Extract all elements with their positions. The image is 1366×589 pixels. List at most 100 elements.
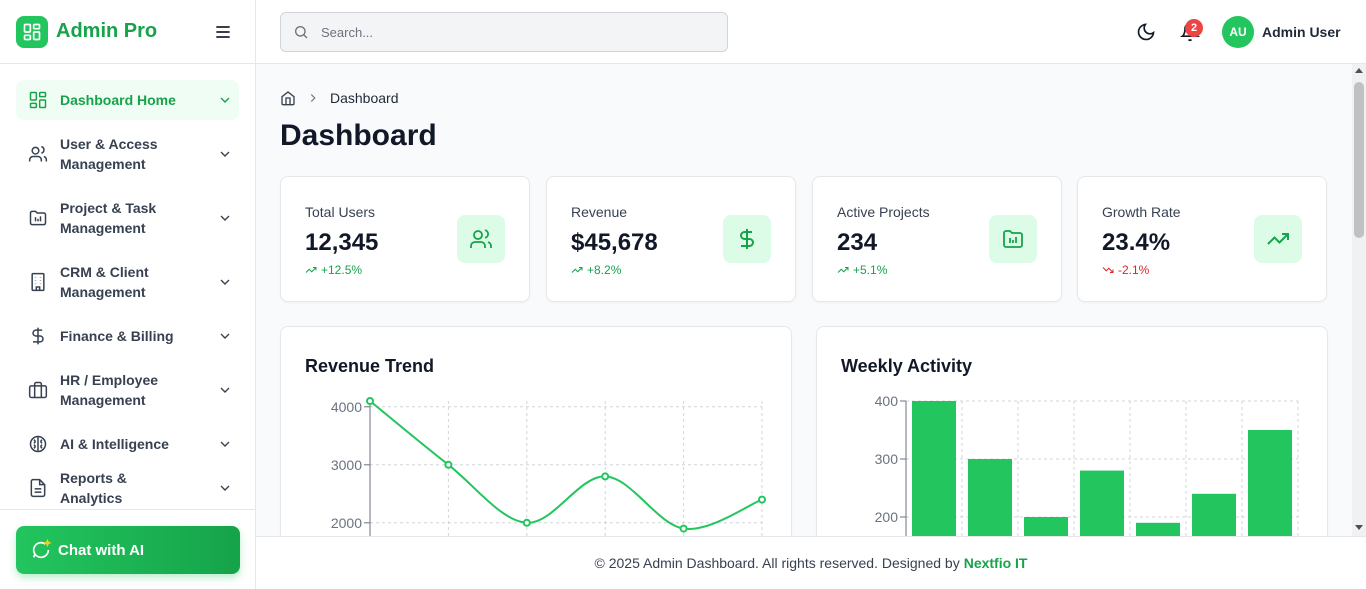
sidebar-item-label: Finance & Billing [60,328,174,344]
sidebar-item-label: AI & Intelligence [60,436,169,452]
brand: Admin Pro [0,0,255,64]
trending-up-icon [1267,233,1289,245]
file-text-icon [30,478,46,498]
scroll-down-arrow[interactable] [1355,525,1363,530]
stat-icon-box [723,215,771,263]
stat-label: Revenue [571,204,628,220]
notification-badge: 2 [1185,19,1203,37]
top-header: 2 AU Admin User [256,0,1366,64]
chevron-down-icon [220,333,230,339]
revenue-point [366,397,374,405]
home-icon[interactable] [280,90,296,106]
revenue-point [601,472,610,481]
stat-change-text: +12.5% [321,263,363,277]
search-icon [295,26,308,39]
trend-up-icon [305,267,317,273]
y-tick-label: 2000 [331,515,362,531]
stat-change: -2.1% [1102,263,1149,277]
y-tick-label: 300 [875,451,899,467]
footer-link[interactable]: Nextfio IT [963,555,1028,571]
folder-chart-icon [1003,230,1023,248]
weekly-activity-card: Weekly Activity 400 300 200 [816,326,1328,536]
chevron-down-icon [220,97,230,103]
users-icon [470,229,492,248]
chat-with-ai-label: Chat with AI [58,541,145,559]
sidebar-item-ai-intelligence[interactable]: AI & Intelligence [16,424,239,464]
footer-text: © 2025 Admin Dashboard. All rights reser… [594,555,960,571]
dollar-icon [740,229,754,249]
main-content: Dashboard Dashboard Total Users 12,345 +… [256,64,1352,536]
stat-value: 12,345 [305,229,379,256]
stat-card-revenue: Revenue $45,678 +8.2% [546,176,796,302]
sidebar-item-label: HR / Employee Management [60,372,159,408]
avatar[interactable]: AU [1222,16,1254,48]
y-tick-label: 200 [875,509,899,525]
footer: © 2025 Admin Dashboard. All rights reser… [256,536,1366,589]
search-input[interactable] [321,24,701,40]
activity-bar [968,459,1012,536]
activity-bar [1192,493,1236,536]
sidebar-item-hr-employee[interactable]: HR / Employee Management [16,360,239,420]
activity-bar [1248,430,1292,536]
breadcrumb-current: Dashboard [330,90,399,106]
chat-with-ai-button[interactable]: Chat with AI [16,526,240,574]
stat-change-text: +5.1% [853,263,888,277]
stat-value: 234 [837,229,878,256]
menu-toggle-icon[interactable] [213,22,233,42]
chat-section: Chat with AI [0,509,256,589]
stat-icon-box [989,215,1037,263]
main-scrollbar[interactable] [1352,64,1366,536]
search-box [280,12,728,52]
revenue-trend-chart: 4000 3000 2000 [331,397,766,536]
stat-label: Growth Rate [1102,204,1181,220]
sidebar-item-project-task[interactable]: Project & Task Management [16,188,239,248]
sidebar: Admin Pro Dashboard Home User & Access M… [0,0,256,589]
brand-logo-icon [16,15,48,48]
stat-value: $45,678 [571,229,658,256]
briefcase-icon [28,381,48,399]
chart-title: Revenue Trend [305,356,435,376]
sidebar-item-label: Reports & Analytics [60,470,127,506]
sidebar-item-user-access[interactable]: User & Access Management [16,124,239,184]
sidebar-item-crm-client[interactable]: CRM & Client Management [16,252,239,312]
sidebar-item-reports-analytics[interactable]: Reports & Analytics [16,468,239,508]
revenue-trend-card: Revenue Trend 4000 3000 2000 [280,326,792,536]
y-tick-label: 400 [875,393,899,409]
revenue-line [369,400,763,530]
stat-change: +12.5% [305,263,362,277]
revenue-point [758,495,766,504]
sidebar-item-label: Project & Task Management [60,200,157,236]
stat-icon-box [1254,215,1302,263]
sidebar-item-label: Dashboard Home [60,92,176,108]
y-tick-label: 3000 [331,457,362,473]
dollar-icon [32,327,44,345]
sidebar-nav: Dashboard Home User & Access Management … [0,64,255,508]
chat-sparkle-icon [32,539,52,559]
page-title: Dashboard [280,119,437,152]
weekly-activity-chart: 400 300 200 [875,393,1299,536]
sidebar-item-dashboard-home[interactable]: Dashboard Home [16,80,239,120]
sidebar-item-label: User & Access Management [60,136,158,172]
brain-icon [29,435,47,453]
chevron-down-icon [220,387,230,393]
chevron-down-icon [220,279,230,285]
user-name[interactable]: Admin User [1262,24,1341,40]
stat-change-text: +8.2% [587,263,622,277]
sidebar-item-label: CRM & Client Management [60,264,149,300]
stat-change: +8.2% [571,263,621,277]
scroll-up-arrow[interactable] [1355,68,1363,73]
activity-bar [1136,522,1180,536]
stat-label: Active Projects [837,204,930,220]
building-icon [31,272,45,292]
scroll-thumb[interactable] [1354,82,1364,238]
trend-up-icon [571,267,583,273]
stat-label: Total Users [305,204,376,220]
users-icon [28,145,48,162]
stat-change-text: -2.1% [1118,263,1150,277]
chevron-down-icon [220,151,230,157]
revenue-point [679,524,688,533]
dark-mode-toggle-icon[interactable] [1136,22,1156,42]
chevron-down-icon [220,485,230,491]
sidebar-item-finance-billing[interactable]: Finance & Billing [16,316,239,356]
activity-bar [1024,517,1068,536]
